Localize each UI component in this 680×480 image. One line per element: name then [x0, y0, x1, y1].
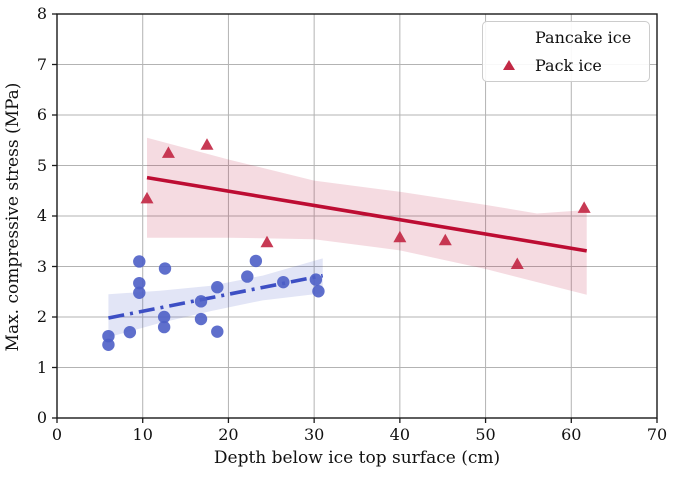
pancake-ice-point	[312, 285, 325, 298]
legend-label-pancake-ice: Pancake ice	[535, 28, 632, 48]
pancake-ice-point	[102, 338, 115, 351]
pancake-ice-point	[249, 254, 263, 268]
pack-ice-point	[510, 257, 524, 269]
legend-item-pancake-ice: Pancake ice	[483, 26, 649, 50]
pancake-ice-point	[211, 325, 224, 338]
pancake-ice-point	[133, 276, 146, 290]
pancake-ice-point	[157, 320, 171, 334]
pack-ice-point	[438, 233, 452, 246]
pack-ice-point	[260, 235, 274, 248]
legend: Pancake ice Pack ice	[482, 21, 650, 82]
pancake-ice-point	[277, 275, 290, 289]
pancake-ice-point	[194, 295, 208, 308]
legend-marker-cell	[483, 60, 535, 71]
pancake-ice-point	[157, 310, 171, 324]
pancake-ice-circle-icon	[504, 32, 515, 43]
pancake-ice-point	[309, 273, 323, 286]
pack-ice-point	[393, 230, 407, 243]
pack-ice-point	[140, 191, 154, 204]
pancake-ice-point	[123, 325, 137, 339]
pack-ice-triangle-icon	[503, 60, 515, 71]
pack-ice-point	[577, 201, 591, 213]
pack-ice-trend-line	[146, 175, 588, 253]
pancake-ice-point	[133, 286, 146, 299]
pack-ice-point	[200, 138, 214, 150]
legend-marker-cell	[483, 32, 535, 43]
pancake-ice-point	[133, 255, 146, 268]
y-axis-label: Max. compressive stress (MPa)	[3, 82, 23, 352]
x-axis-label: Depth below ice top surface (cm)	[213, 448, 501, 468]
pancake-ice-point	[194, 312, 208, 326]
pancake-ice-point	[241, 270, 254, 283]
pancake-ice-trend-line	[108, 273, 324, 320]
pancake-ice-point	[158, 262, 172, 275]
legend-label-pack-ice: Pack ice	[535, 55, 602, 75]
pack-ice-point	[161, 146, 175, 158]
legend-item-pack-ice: Pack ice	[483, 54, 649, 78]
pack-ice-confidence-band	[147, 137, 587, 295]
pancake-ice-point	[211, 281, 224, 294]
pancake-ice-point	[102, 329, 115, 343]
